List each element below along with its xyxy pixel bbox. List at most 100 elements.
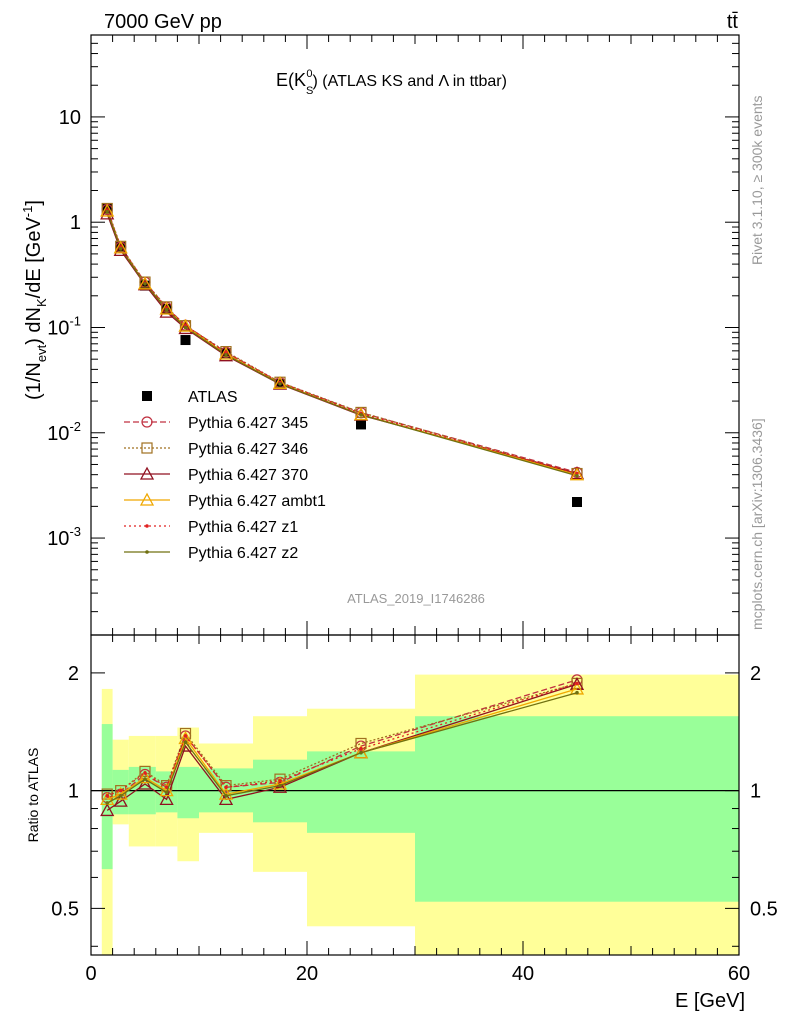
y-tick-label-main: 10-2	[47, 419, 81, 445]
y-tick-label-main: 1	[70, 212, 81, 234]
main-point-ambt1	[272, 375, 288, 389]
ratio-point-ambt1	[137, 770, 153, 784]
legend-label: Pythia 6.427 345	[188, 415, 308, 432]
ratio-point-p370	[159, 791, 174, 806]
legend-label: Pythia 6.427 346	[188, 441, 308, 458]
ratio-point-z1	[575, 681, 579, 686]
ratio-point-p346	[139, 765, 151, 777]
plot-title-sub: S	[306, 85, 313, 97]
ratio-point-p346	[220, 780, 232, 792]
legend-marker-z1	[145, 524, 149, 528]
y-tick-label-ratio-right: 1	[750, 781, 761, 803]
main-line-z2	[106, 211, 578, 477]
x-tick-label: 0	[85, 963, 96, 985]
legend-marker-p346	[141, 442, 153, 454]
ratio-point-z1	[359, 746, 363, 751]
main-point-z2	[224, 353, 228, 357]
main-point-p370	[159, 304, 174, 318]
ratio-band-inner	[307, 751, 415, 833]
process-label: tt̄	[727, 11, 739, 33]
legend-marker-z2	[145, 550, 149, 554]
legend: ATLAS Pythia 6.427 345 Pythia 6.427 346 Pyt…	[124, 389, 326, 562]
main-point-z2	[118, 246, 123, 251]
ratio-point-z1	[224, 785, 228, 790]
main-point-ambt1	[353, 407, 369, 421]
ratio-point-p370	[113, 793, 128, 807]
ratio-point-z2	[183, 740, 188, 745]
ratio-point-ambt1	[272, 776, 288, 790]
plot-title-suffix: ) (ATLAS KS and Λ in ttbar)	[312, 73, 506, 90]
main-panel-content	[100, 202, 585, 508]
y-tick-label-ratio: 1	[68, 781, 79, 803]
legend-label: ATLAS	[188, 389, 238, 406]
main-point-z2	[359, 413, 363, 417]
y-tick-label-ratio: 2	[68, 663, 79, 685]
main-point-p346	[101, 202, 113, 215]
main-line-z1	[106, 209, 578, 475]
legend-label: Pythia 6.427 z2	[188, 545, 298, 562]
main-point-ambt1	[178, 318, 193, 332]
y-axis-label-ratio: Ratio to ATLAS	[25, 748, 41, 843]
plot-title-sup: 0	[306, 68, 312, 80]
ratio-point-ambt1	[218, 786, 234, 800]
y-axis-label-main: (1/Nevt) dNK/dE [GeV-1]	[20, 200, 49, 400]
y-tick-label-ratio: 0.5	[51, 898, 79, 920]
plot-title: E(KS 0) (ATLAS KS and Λ in ttbar)	[276, 68, 507, 97]
y-tick-label-ratio-right: 0.5	[750, 898, 778, 920]
legend-marker-data	[142, 391, 152, 401]
main-line-p345	[106, 209, 578, 474]
legend-label: Pythia 6.427 ambt1	[188, 493, 326, 510]
ratio-panel-content	[91, 674, 739, 955]
main-point-data	[356, 419, 366, 430]
energy-label: 7000 GeV pp	[104, 11, 222, 33]
ratio-point-p370	[137, 776, 153, 790]
main-point-p370	[113, 243, 128, 257]
main-point-ambt1	[159, 301, 174, 315]
legend-label: Pythia 6.427 z1	[188, 519, 298, 536]
main-point-z2	[575, 474, 579, 478]
y-tick-label-main: 10-1	[47, 313, 81, 339]
ratio-point-z1	[105, 794, 109, 798]
ratio-point-z2	[224, 794, 228, 798]
main-point-z2	[278, 381, 282, 386]
y-tick-label-main: 10	[59, 107, 81, 129]
main-point-z2	[164, 307, 169, 312]
main-point-data	[572, 497, 582, 508]
mcplots-credit: mcplots.cern.ch [arXiv:1306.3436]	[749, 418, 765, 630]
ratio-point-z1	[183, 734, 188, 738]
main-point-ambt1	[218, 346, 234, 360]
legend-marker-ambt1	[139, 492, 155, 506]
ratio-point-z1	[143, 771, 147, 775]
ratio-point-z2	[105, 801, 109, 805]
ratio-point-z1	[278, 778, 282, 783]
x-tick-label: 40	[512, 963, 534, 985]
rivet-version: Rivet 3.1.10, ≥ 300k events	[749, 95, 765, 265]
legend-marker-p345	[141, 416, 153, 428]
main-point-data	[180, 335, 191, 346]
ratio-point-z2	[359, 750, 363, 755]
plot-title-prefix: E(K	[276, 70, 306, 90]
main-point-ambt1	[113, 240, 128, 254]
ratio-point-z2	[164, 790, 169, 795]
x-tick-label: 20	[296, 963, 318, 985]
main-point-z2	[105, 209, 109, 214]
analysis-id: ATLAS_2019_I1746286	[347, 591, 485, 606]
x-tick-label: 60	[728, 963, 750, 985]
main-point-ambt1	[100, 203, 115, 217]
ratio-band-inner	[177, 766, 199, 819]
main-point-ambt1	[137, 276, 153, 290]
main-point-z2	[143, 282, 147, 286]
ratio-point-z2	[143, 777, 147, 781]
ratio-point-z1	[118, 788, 123, 793]
main-point-ambt1	[569, 467, 585, 481]
legend-label: Pythia 6.427 370	[188, 467, 308, 484]
main-point-p370	[100, 206, 115, 220]
ratio-line-p346	[107, 682, 578, 795]
main-point-p370	[218, 348, 234, 362]
main-line-p346	[106, 208, 578, 475]
main-point-z2	[183, 325, 188, 330]
ratio-point-z2	[575, 690, 579, 695]
ratio-band-inner	[415, 716, 739, 902]
y-tick-label-ratio-right: 2	[750, 663, 761, 685]
